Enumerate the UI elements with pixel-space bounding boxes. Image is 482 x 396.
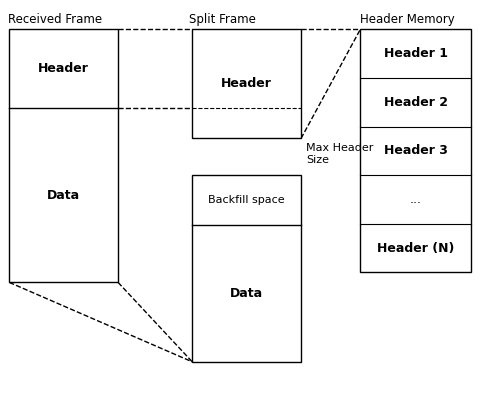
Text: ...: ... [410, 193, 422, 206]
Text: Header 3: Header 3 [384, 144, 448, 157]
Text: Data: Data [47, 188, 80, 202]
Text: Header (N): Header (N) [377, 242, 455, 255]
Bar [192, 29, 301, 139]
Text: Header: Header [221, 77, 272, 90]
Text: Header Memory: Header Memory [361, 13, 455, 26]
Text: Header 1: Header 1 [384, 47, 448, 60]
Text: Max Header
Size: Max Header Size [306, 143, 374, 165]
Bar [192, 175, 301, 362]
Text: Header: Header [38, 62, 89, 75]
Text: Split Frame: Split Frame [189, 13, 256, 26]
Bar [361, 29, 471, 272]
Text: Received Frame: Received Frame [8, 13, 103, 26]
Bar [9, 29, 118, 282]
Text: Data: Data [230, 287, 263, 300]
Text: Header 2: Header 2 [384, 96, 448, 109]
Text: Backfill space: Backfill space [208, 195, 285, 205]
